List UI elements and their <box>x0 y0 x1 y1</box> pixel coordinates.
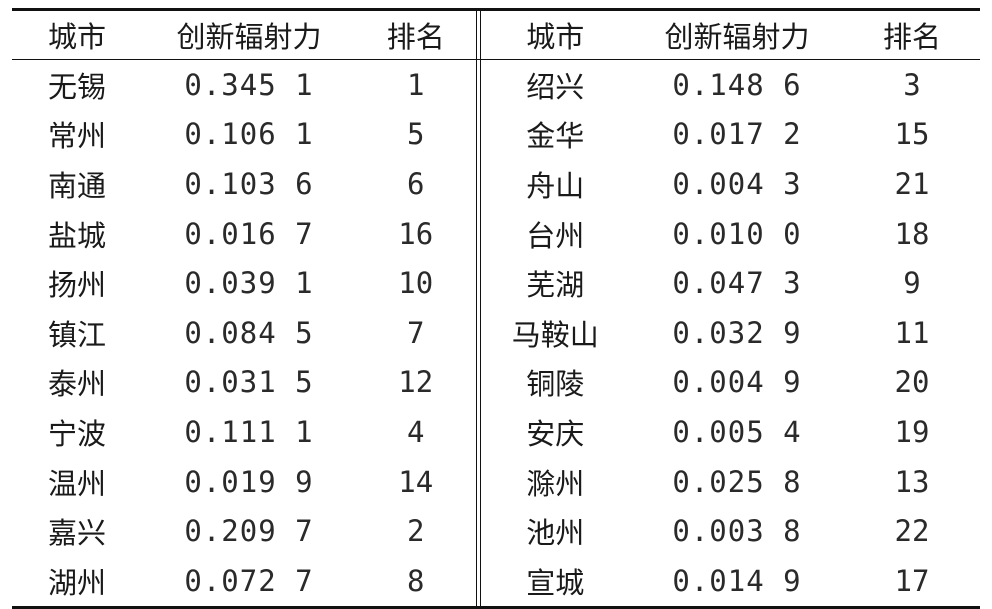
rank-cell-right: 18 <box>894 216 930 251</box>
rank-cell-left: 7 <box>356 307 477 358</box>
city-cell-left: 温州 <box>47 466 106 501</box>
table-header-row: 城市 创新辐射力 排名 城市 创新辐射力 排名 <box>12 9 980 60</box>
city-cell-left: 常州 <box>47 119 106 154</box>
radiation-cell-left: 0.072 7 <box>184 563 314 598</box>
radiation-cell-right: 0.032 9 <box>672 315 802 350</box>
city-cell-right: 芜湖 <box>479 258 630 308</box>
rank-cell-left: 4 <box>356 407 477 457</box>
header-radiation-left: 创新辐射力 <box>176 20 322 54</box>
table-row: 泰州 0.031 5 12 铜陵 0.004 9 20 <box>12 357 980 408</box>
table-row: 宁波 0.111 1 4 安庆 0.005 4 19 <box>12 407 980 457</box>
city-cell-right: 安庆 <box>479 407 630 457</box>
city-cell-right: 铜陵 <box>479 357 630 408</box>
rank-cell-right: 13 <box>894 464 930 499</box>
city-cell-left: 宁波 <box>47 416 106 451</box>
radiation-cell-right: 0.148 6 <box>672 67 802 102</box>
rank-cell-right: 22 <box>894 514 930 549</box>
header-city-left: 城市 <box>47 20 106 54</box>
radiation-cell-left: 0.209 7 <box>184 514 314 549</box>
city-cell-right: 滁州 <box>479 456 630 507</box>
table-container: 城市 创新辐射力 排名 城市 创新辐射力 排名 无锡 0.345 1 1 绍兴 0.14… <box>12 8 980 608</box>
table-row: 常州 0.106 1 5 金华 0.017 2 15 <box>12 109 980 160</box>
table-row: 温州 0.019 9 14 滁州 0.025 8 13 <box>12 456 980 507</box>
city-cell-right: 台州 <box>479 208 630 259</box>
city-cell-left: 镇江 <box>47 317 106 352</box>
rank-cell-right: 11 <box>894 315 930 350</box>
radiation-cell-left: 0.016 7 <box>184 216 314 251</box>
city-cell-right: 宣城 <box>479 555 630 608</box>
rank-cell-right: 19 <box>894 414 930 449</box>
rank-cell-right: 21 <box>894 166 930 201</box>
rank-cell-left: 8 <box>356 555 477 608</box>
radiation-cell-right: 0.017 2 <box>672 117 802 152</box>
header-radiation-right: 创新辐射力 <box>664 20 810 54</box>
city-cell-left: 湖州 <box>47 565 106 600</box>
radiation-cell-right: 0.003 8 <box>672 514 802 549</box>
radiation-cell-right: 0.004 9 <box>672 365 802 400</box>
table-row: 无锡 0.345 1 1 绍兴 0.148 6 3 <box>12 59 980 110</box>
city-cell-left: 扬州 <box>47 268 106 303</box>
header-rank-right: 排名 <box>882 20 941 54</box>
rank-cell-left: 14 <box>356 456 477 507</box>
innovation-radiation-table: 城市 创新辐射力 排名 城市 创新辐射力 排名 无锡 0.345 1 1 绍兴 0.14… <box>12 8 980 609</box>
rank-cell-right: 20 <box>894 365 930 400</box>
header-rank-left: 排名 <box>356 9 477 60</box>
city-cell-right: 绍兴 <box>479 59 630 110</box>
radiation-cell-left: 0.019 9 <box>184 464 314 499</box>
header-city-right: 城市 <box>479 9 630 60</box>
city-cell-left: 南通 <box>47 168 106 203</box>
rank-cell-right: 9 <box>903 266 921 301</box>
table-row: 南通 0.103 6 6 舟山 0.004 3 21 <box>12 159 980 209</box>
rank-cell-left: 2 <box>356 506 477 556</box>
radiation-cell-left: 0.345 1 <box>184 67 314 102</box>
table-row: 湖州 0.072 7 8 宣城 0.014 9 17 <box>12 555 980 608</box>
rank-cell-right: 15 <box>894 117 930 152</box>
table-row: 镇江 0.084 5 7 马鞍山 0.032 9 11 <box>12 307 980 358</box>
rank-cell-left: 1 <box>356 59 477 110</box>
radiation-cell-left: 0.111 1 <box>184 414 314 449</box>
table-row: 嘉兴 0.209 7 2 池州 0.003 8 22 <box>12 506 980 556</box>
rank-cell-left: 10 <box>356 258 477 308</box>
rank-cell-left: 12 <box>356 357 477 408</box>
radiation-cell-right: 0.014 9 <box>672 563 802 598</box>
rank-cell-right: 17 <box>894 563 930 598</box>
radiation-cell-right: 0.005 4 <box>672 414 802 449</box>
rank-cell-right: 3 <box>903 67 921 102</box>
city-cell-left: 无锡 <box>47 69 106 104</box>
table-row: 盐城 0.016 7 16 台州 0.010 0 18 <box>12 208 980 259</box>
rank-cell-left: 16 <box>356 208 477 259</box>
radiation-cell-left: 0.106 1 <box>184 117 314 152</box>
radiation-cell-right: 0.025 8 <box>672 464 802 499</box>
radiation-cell-right: 0.047 3 <box>672 266 802 301</box>
radiation-cell-left: 0.039 1 <box>184 266 314 301</box>
table-body: 无锡 0.345 1 1 绍兴 0.148 6 3 常州 0.106 1 5 金华 0.017 2 1… <box>12 59 980 608</box>
city-cell-right: 池州 <box>479 506 630 556</box>
city-cell-left: 嘉兴 <box>47 516 106 551</box>
radiation-cell-right: 0.010 0 <box>672 216 802 251</box>
rank-cell-left: 6 <box>356 159 477 209</box>
radiation-cell-left: 0.031 5 <box>184 365 314 400</box>
radiation-cell-left: 0.084 5 <box>184 315 314 350</box>
city-cell-right: 舟山 <box>479 159 630 209</box>
city-cell-left: 盐城 <box>47 218 106 253</box>
city-cell-right: 金华 <box>479 109 630 160</box>
radiation-cell-left: 0.103 6 <box>184 166 314 201</box>
rank-cell-left: 5 <box>356 109 477 160</box>
city-cell-left: 泰州 <box>47 367 106 402</box>
radiation-cell-right: 0.004 3 <box>672 166 802 201</box>
city-cell-right: 马鞍山 <box>479 307 630 358</box>
table-row: 扬州 0.039 1 10 芜湖 0.047 3 9 <box>12 258 980 308</box>
